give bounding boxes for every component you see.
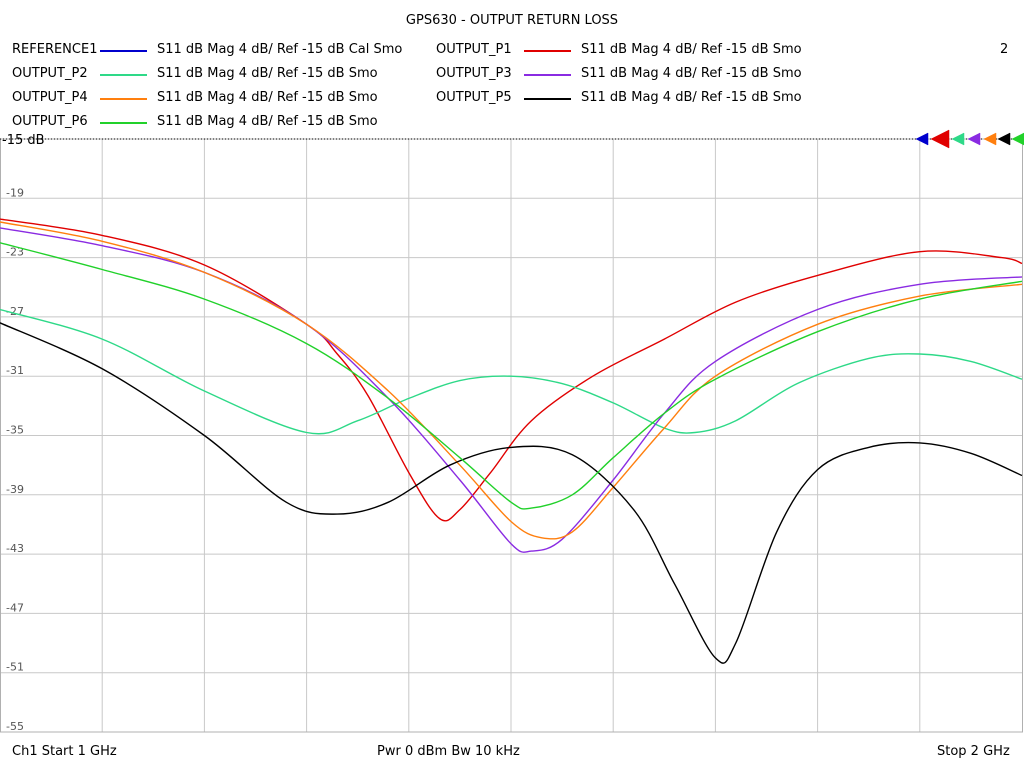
series-line-output-p2 <box>0 308 1023 435</box>
footer-power-bandwidth: Pwr 0 dBm Bw 10 kHz <box>377 744 520 759</box>
trace-marker-reference1 <box>915 132 929 146</box>
trace-marker-output-p3 <box>967 132 981 146</box>
series-line-output-p1 <box>0 218 1023 522</box>
legend-swatch <box>100 74 147 76</box>
legend-swatch <box>100 122 147 124</box>
y-tick-label: -47 <box>6 601 24 614</box>
y-tick-label: -35 <box>6 424 24 437</box>
legend-name: OUTPUT_P2 <box>12 66 88 81</box>
legend-name: OUTPUT_P5 <box>436 90 512 105</box>
legend-swatch <box>100 50 147 52</box>
legend-name: OUTPUT_P4 <box>12 90 88 105</box>
legend-swatch <box>524 50 571 52</box>
trace-marker-output-p4 <box>983 132 997 146</box>
legend-desc: S11 dB Mag 4 dB/ Ref -15 dB Smo <box>157 114 378 129</box>
series-line-output-p4 <box>0 221 1023 540</box>
plot-border <box>0 138 1023 733</box>
trace-marker-output-p2 <box>951 132 965 146</box>
y-tick-label: -31 <box>6 364 24 377</box>
legend-desc: S11 dB Mag 4 dB/ Ref -15 dB Smo <box>581 42 802 57</box>
y-tick-label: -43 <box>6 542 24 555</box>
legend-swatch <box>100 98 147 100</box>
legend-desc: S11 dB Mag 4 dB/ Ref -15 dB Cal Smo <box>157 42 403 57</box>
legend-swatch <box>524 74 571 76</box>
y-tick-label: -55 <box>6 720 24 733</box>
legend-swatch <box>524 98 571 100</box>
trace-marker-output-p5 <box>997 132 1011 146</box>
series-line-output-p6 <box>0 242 1023 510</box>
y-tick-label: -51 <box>6 661 24 674</box>
legend-name: OUTPUT_P3 <box>436 66 512 81</box>
y-tick-label: -39 <box>6 483 24 496</box>
legend-desc: S11 dB Mag 4 dB/ Ref -15 dB Smo <box>157 66 378 81</box>
footer-start: Ch1 Start 1 GHz <box>12 744 117 759</box>
series-line-output-p5 <box>0 322 1023 664</box>
y-tick-label: -23 <box>6 246 24 259</box>
reference-level-label: -15 dB <box>2 133 45 148</box>
channel-number: 2 <box>1000 42 1009 57</box>
legend-name: OUTPUT_P6 <box>12 114 88 129</box>
chart-title: GPS630 - OUTPUT RETURN LOSS <box>405 13 619 28</box>
legend-name: OUTPUT_P1 <box>436 42 512 57</box>
trace-marker-output-p1 <box>930 129 950 149</box>
legend-name: REFERENCE1 <box>12 42 98 57</box>
footer-stop: Stop 2 GHz <box>937 744 1010 759</box>
legend-desc: S11 dB Mag 4 dB/ Ref -15 dB Smo <box>581 66 802 81</box>
legend-desc: S11 dB Mag 4 dB/ Ref -15 dB Smo <box>581 90 802 105</box>
trace-marker-output-p6 <box>1011 132 1024 146</box>
legend-desc: S11 dB Mag 4 dB/ Ref -15 dB Smo <box>157 90 378 105</box>
y-tick-label: -19 <box>6 186 24 199</box>
